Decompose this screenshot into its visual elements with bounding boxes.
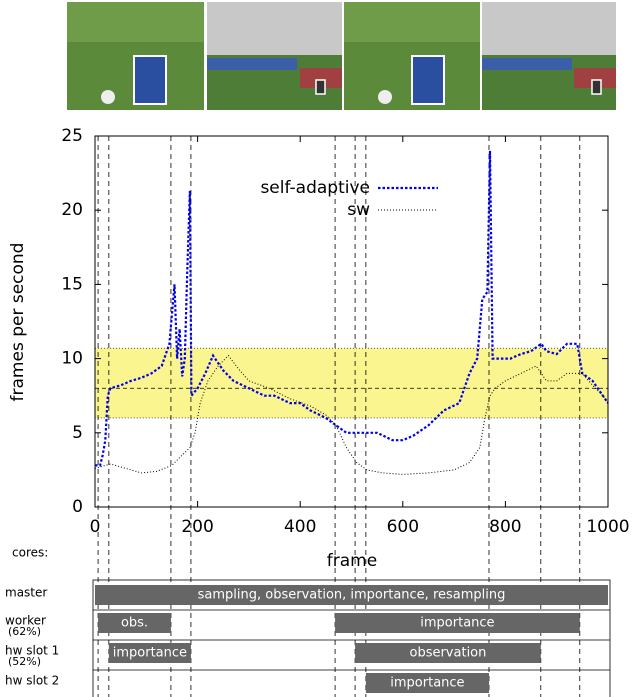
y-tick-label: 15 — [61, 274, 83, 294]
timeline-bar — [365, 673, 489, 693]
row-label: worker — [5, 614, 46, 628]
row-share: (62%) — [8, 625, 41, 638]
legend-label: self-adaptive — [260, 178, 370, 198]
y-tick-label: 10 — [61, 349, 83, 369]
legend-label: sw — [347, 200, 370, 220]
thumbnail-part — [207, 58, 297, 70]
y-axis-label: frames per second — [8, 243, 28, 402]
row-label: hw slot 1 — [5, 644, 59, 658]
x-tick-label: 400 — [284, 517, 316, 537]
x-axis-label: frame — [327, 551, 377, 571]
x-tick-label: 0 — [90, 517, 101, 537]
x-tick-label: 1000 — [586, 517, 629, 537]
bar-label: sampling, observation, importance, resam… — [198, 588, 506, 603]
bar-label: importance — [420, 616, 494, 631]
y-tick-label: 0 — [72, 497, 83, 517]
bar-label: importance — [390, 676, 464, 691]
timeline-bar — [355, 643, 541, 663]
bar-label: observation — [409, 646, 486, 661]
timeline-bar — [335, 613, 580, 633]
timeline-title: cores: — [12, 546, 48, 560]
bar-label: obs. — [121, 616, 148, 631]
thumbnail-part — [344, 2, 480, 42]
x-tick-label: 200 — [181, 517, 213, 537]
highlight-band — [94, 347, 609, 419]
row-label: hw slot 2 — [5, 674, 59, 688]
row-share: (52%) — [8, 655, 41, 668]
thumbnail-part — [482, 58, 572, 70]
plot-frame — [94, 135, 609, 508]
timeline-bar — [98, 613, 171, 633]
ball — [378, 90, 392, 104]
bar-label: importance — [113, 646, 187, 661]
tracked-box — [315, 79, 326, 95]
thumbnail-part — [300, 68, 342, 88]
tracked-box — [591, 79, 602, 95]
y-tick-label: 25 — [61, 126, 83, 146]
row-label: master — [5, 586, 47, 600]
thumbnails — [67, 2, 616, 110]
timeline-bar — [95, 585, 608, 605]
tracked-box — [411, 55, 445, 105]
y-tick-label: 20 — [61, 200, 83, 220]
timeline-bar — [108, 643, 191, 663]
thumbnail-part — [67, 2, 204, 42]
thumbnail-part — [574, 68, 616, 88]
tracked-box — [133, 55, 167, 105]
series-line — [95, 150, 609, 467]
ball — [101, 90, 115, 104]
x-tick-label: 800 — [489, 517, 521, 537]
x-tick-label: 600 — [387, 517, 419, 537]
series-line — [94, 354, 609, 475]
y-tick-label: 5 — [72, 423, 83, 443]
